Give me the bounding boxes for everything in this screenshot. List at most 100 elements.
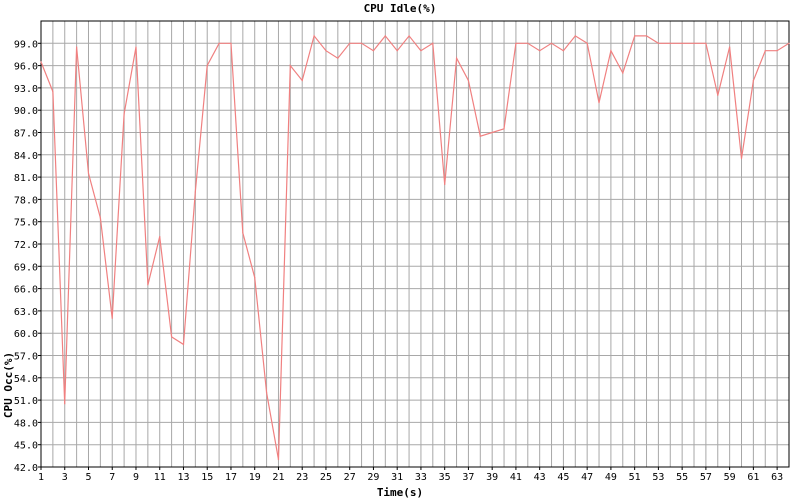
x-tick-label: 25 xyxy=(320,472,332,483)
data-point xyxy=(562,50,565,52)
x-tick-label: 35 xyxy=(439,472,451,483)
grid-lines xyxy=(40,21,790,468)
data-point xyxy=(717,94,719,96)
y-tick-label: 72.0 xyxy=(14,240,38,251)
data-point xyxy=(515,42,517,44)
y-tick-label: 45.0 xyxy=(14,441,38,452)
data-point xyxy=(254,276,256,279)
data-point xyxy=(87,172,90,174)
data-point xyxy=(218,42,220,44)
data-point xyxy=(681,42,683,44)
data-point xyxy=(622,72,624,74)
data-point xyxy=(503,128,505,130)
data-point xyxy=(598,102,600,104)
data-point xyxy=(349,42,351,44)
data-point xyxy=(242,232,244,234)
data-point xyxy=(230,42,232,44)
y-axis-label: CPU Occ(%) xyxy=(2,352,15,418)
y-tick-label: 63.0 xyxy=(14,307,38,318)
y-tick-label: 87.0 xyxy=(14,129,38,140)
data-point xyxy=(408,35,410,37)
x-tick-label: 11 xyxy=(154,472,166,483)
data-point xyxy=(491,131,493,134)
x-tick-label: 57 xyxy=(700,472,712,483)
data-point xyxy=(634,35,636,37)
x-tick-label: 29 xyxy=(367,472,379,483)
data-point xyxy=(360,42,363,44)
data-point xyxy=(159,235,161,238)
data-point xyxy=(420,50,422,52)
x-tick-label: 21 xyxy=(272,472,284,483)
x-tick-label: 23 xyxy=(296,472,308,483)
data-point xyxy=(147,284,149,286)
y-tick-label: 48.0 xyxy=(14,418,38,429)
data-point xyxy=(301,79,303,82)
data-point xyxy=(550,42,553,44)
x-tick-label: 7 xyxy=(109,472,115,483)
y-tick-label: 66.0 xyxy=(14,285,38,296)
data-point xyxy=(325,50,327,52)
x-tick-label: 63 xyxy=(771,472,783,483)
series-line-0 xyxy=(40,34,790,460)
data-point xyxy=(40,61,42,63)
data-point xyxy=(182,343,185,345)
y-tick-label: 90.0 xyxy=(14,106,38,117)
x-tick-label: 49 xyxy=(605,472,617,483)
data-point xyxy=(479,135,481,137)
x-tick-label: 55 xyxy=(676,472,688,483)
data-point xyxy=(396,50,398,52)
x-tick-label: 5 xyxy=(85,472,91,483)
x-axis-label: Time(s) xyxy=(377,486,423,499)
data-point xyxy=(372,50,375,52)
data-point xyxy=(467,79,470,82)
y-tick-label: 84.0 xyxy=(14,151,38,162)
data-point xyxy=(76,46,78,48)
data-point xyxy=(135,46,137,48)
data-point xyxy=(693,42,695,44)
y-tick-label: 60.0 xyxy=(14,329,38,340)
x-tick-label: 43 xyxy=(534,472,546,483)
data-point xyxy=(171,336,173,338)
x-tick-label: 1 xyxy=(38,472,44,483)
data-point xyxy=(384,35,386,37)
y-tick-label: 93.0 xyxy=(14,84,38,95)
y-tick-label: 99.0 xyxy=(14,39,38,50)
data-point xyxy=(265,392,268,394)
y-tick-label: 51.0 xyxy=(14,396,38,407)
y-tick-label: 69.0 xyxy=(14,262,38,273)
data-point xyxy=(99,217,101,219)
data-point xyxy=(527,42,529,44)
data-point xyxy=(764,50,766,52)
data-point xyxy=(752,79,754,82)
x-tick-label: 37 xyxy=(462,472,474,483)
data-point xyxy=(289,65,291,67)
x-axis-ticks: 1 3 5 7 9 11 13 15 17 19 21 23 25 27 29 31 33 35 37 39 41 43 4… xyxy=(38,467,783,483)
data-point xyxy=(610,50,612,52)
x-tick-label: 17 xyxy=(225,472,237,483)
x-tick-label: 13 xyxy=(177,472,189,483)
x-tick-label: 59 xyxy=(724,472,736,483)
x-tick-label: 51 xyxy=(629,472,641,483)
data-point xyxy=(455,57,458,59)
data-point xyxy=(64,403,66,405)
data-point xyxy=(194,191,196,193)
x-tick-label: 47 xyxy=(581,472,593,483)
data-point xyxy=(444,183,446,186)
data-point xyxy=(111,317,113,319)
x-tick-label: 31 xyxy=(391,472,403,483)
x-tick-label: 53 xyxy=(652,472,664,483)
x-tick-label: 9 xyxy=(133,472,139,483)
y-tick-label: 78.0 xyxy=(14,195,38,206)
data-point xyxy=(123,113,125,115)
y-axis-ticks: 42.0 45.0 48.0 51.0 54.0 57.0 60.0 63.0 66.0 69.0… xyxy=(14,39,41,474)
x-tick-label: 41 xyxy=(510,472,522,483)
data-point xyxy=(669,42,671,44)
y-tick-label: 57.0 xyxy=(14,352,38,363)
series-layer xyxy=(40,34,790,461)
data-point xyxy=(574,35,576,37)
y-tick-label: 81.0 xyxy=(14,173,38,184)
y-tick-label: 42.0 xyxy=(14,463,38,474)
x-tick-label: 33 xyxy=(415,472,427,483)
data-point xyxy=(277,458,280,461)
